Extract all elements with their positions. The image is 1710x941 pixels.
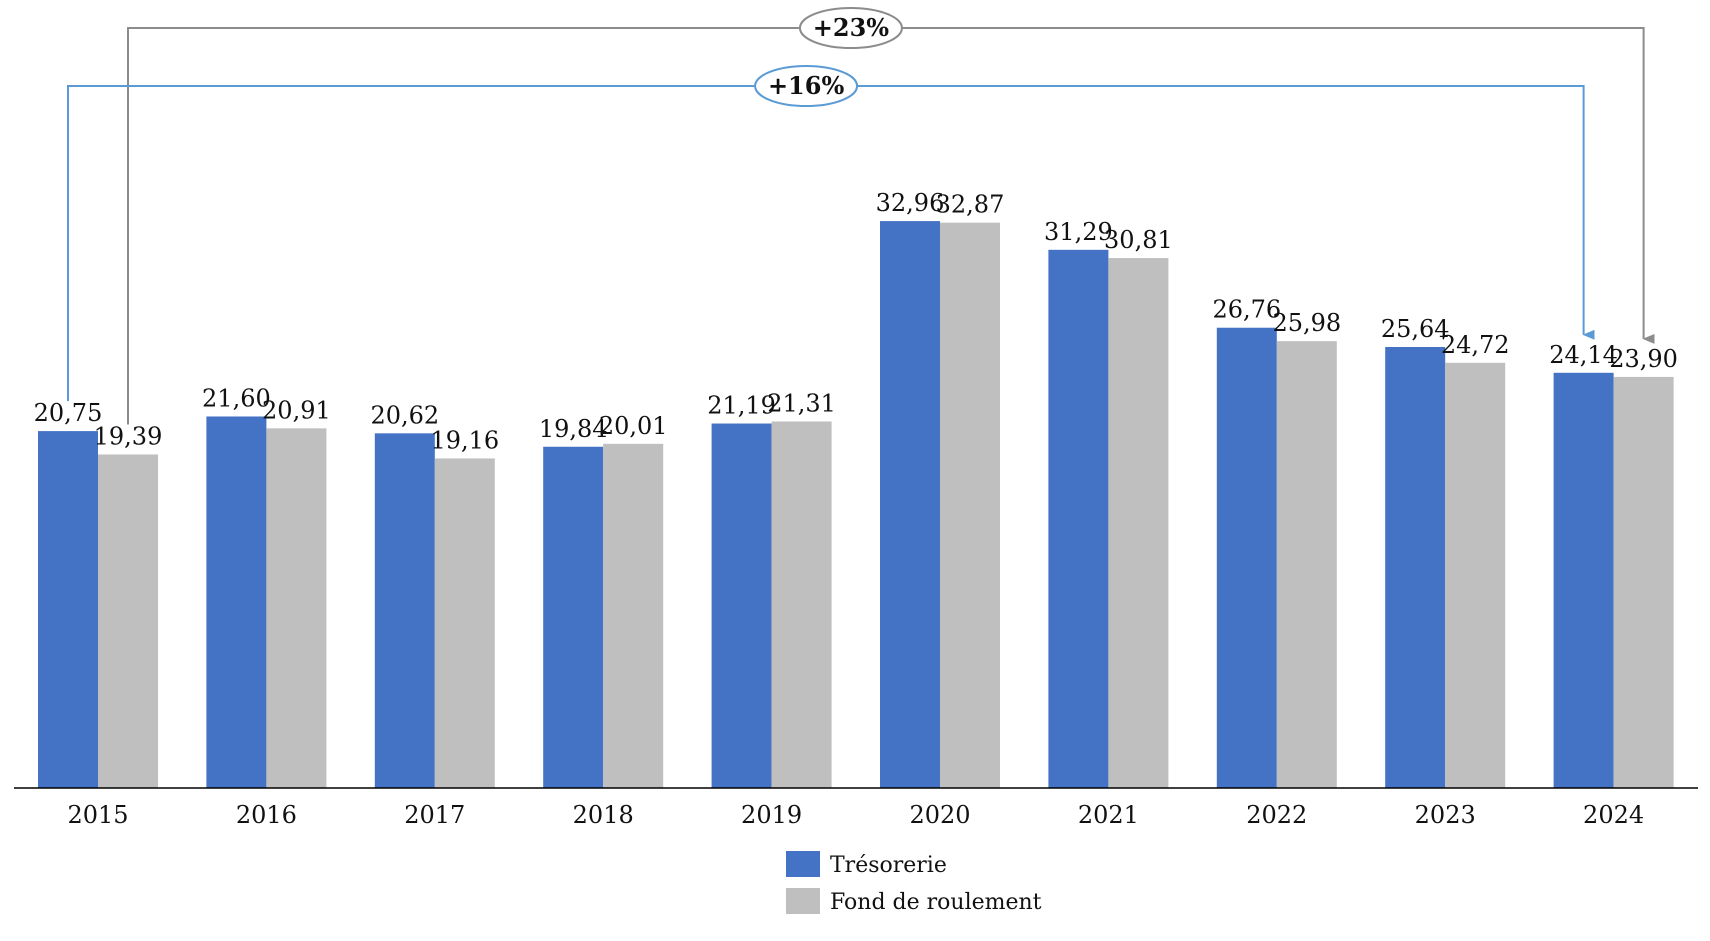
value-label-fond-de-roulement-2015: 19,39 <box>94 422 163 450</box>
growth-label-inner: +16% <box>768 71 845 100</box>
bar-tresorerie-2016 <box>206 416 267 788</box>
legend: Trésorerie Fond de roulement <box>786 851 1042 915</box>
bar-fond-de-roulement-2015 <box>98 454 158 788</box>
x-tick-label-2019: 2019 <box>741 801 802 829</box>
bar-fond-de-roulement-2021 <box>1108 258 1169 788</box>
value-label-tresorerie-2023: 25,64 <box>1381 315 1450 343</box>
x-tick-label-2015: 2015 <box>67 801 128 829</box>
value-label-fond-de-roulement-2022: 25,98 <box>1272 309 1341 337</box>
bar-fond-de-roulement-2019 <box>771 421 832 788</box>
bar-tresorerie-2018 <box>543 446 604 788</box>
legend-label-tresorerie: Trésorerie <box>830 853 947 878</box>
legend-label-fond-de-roulement: Fond de roulement <box>830 890 1042 915</box>
legend-swatch-fond-de-roulement <box>786 888 820 914</box>
x-tick-label-2023: 2023 <box>1415 801 1476 829</box>
growth-badge-inner <box>754 65 859 107</box>
value-label-fond-de-roulement-2020: 32,87 <box>936 191 1005 219</box>
value-label-tresorerie-2021: 31,29 <box>1044 218 1113 246</box>
bar-tresorerie-2024 <box>1553 372 1614 788</box>
bar-fond-de-roulement-2023 <box>1445 362 1506 788</box>
growth-label-outer: +23% <box>813 13 890 42</box>
bar-tresorerie-2023 <box>1385 346 1446 788</box>
value-label-tresorerie-2018: 19,84 <box>539 415 608 443</box>
value-label-fond-de-roulement-2024: 23,90 <box>1609 345 1678 373</box>
x-tick-label-2018: 2018 <box>573 801 634 829</box>
growth-arrow-inner <box>67 85 1595 402</box>
value-label-tresorerie-2019: 21,19 <box>707 392 776 420</box>
value-label-fond-de-roulement-2019: 21,31 <box>767 389 836 417</box>
value-label-tresorerie-2024: 24,14 <box>1549 341 1618 369</box>
bar-tresorerie-2021 <box>1048 249 1109 788</box>
x-tick-label-2016: 2016 <box>236 801 297 829</box>
value-label-tresorerie-2017: 20,62 <box>370 401 439 429</box>
x-tick-labels-layer: 2015 2016 2017 2018 2019 2020 2021 2022 2023 2024 <box>67 801 1644 829</box>
value-label-tresorerie-2016: 21,60 <box>202 384 271 412</box>
bar-fond-de-roulement-2022 <box>1276 341 1337 788</box>
x-tick-label-2017: 2017 <box>404 801 465 829</box>
bar-tresorerie-2015 <box>38 431 98 788</box>
x-tick-label-2022: 2022 <box>1246 801 1307 829</box>
bar-tresorerie-2020 <box>880 221 940 788</box>
legend-swatch-tresorerie <box>786 851 820 877</box>
bar-fond-de-roulement-2017 <box>434 458 495 788</box>
bar-fond-de-roulement-2018 <box>603 443 664 788</box>
growth-badge-outer <box>798 7 903 49</box>
x-tick-label-2020: 2020 <box>909 801 970 829</box>
bar-fond-de-roulement-2024 <box>1613 376 1674 788</box>
bar-tresorerie-2019 <box>711 423 772 788</box>
x-tick-label-2024: 2024 <box>1583 801 1644 829</box>
value-label-fond-de-roulement-2018: 20,01 <box>599 412 668 440</box>
bar-tresorerie-2022 <box>1216 327 1277 788</box>
value-label-fond-de-roulement-2017: 19,16 <box>430 426 499 454</box>
x-tick-label-2021: 2021 <box>1078 801 1139 829</box>
bar-fond-de-roulement-2020 <box>940 222 1000 789</box>
bars-layer <box>38 221 1674 789</box>
value-label-fond-de-roulement-2016: 20,91 <box>262 396 331 424</box>
value-label-tresorerie-2020: 32,96 <box>876 189 945 217</box>
value-label-fond-de-roulement-2021: 30,81 <box>1104 226 1173 254</box>
value-label-tresorerie-2022: 26,76 <box>1212 296 1281 324</box>
bar-fond-de-roulement-2016 <box>266 428 327 788</box>
growth-annotations-layer: +23% +16% <box>67 7 1655 425</box>
value-label-fond-de-roulement-2023: 24,72 <box>1441 331 1510 359</box>
value-label-tresorerie-2015: 20,75 <box>34 399 103 427</box>
bar-tresorerie-2017 <box>374 433 435 788</box>
